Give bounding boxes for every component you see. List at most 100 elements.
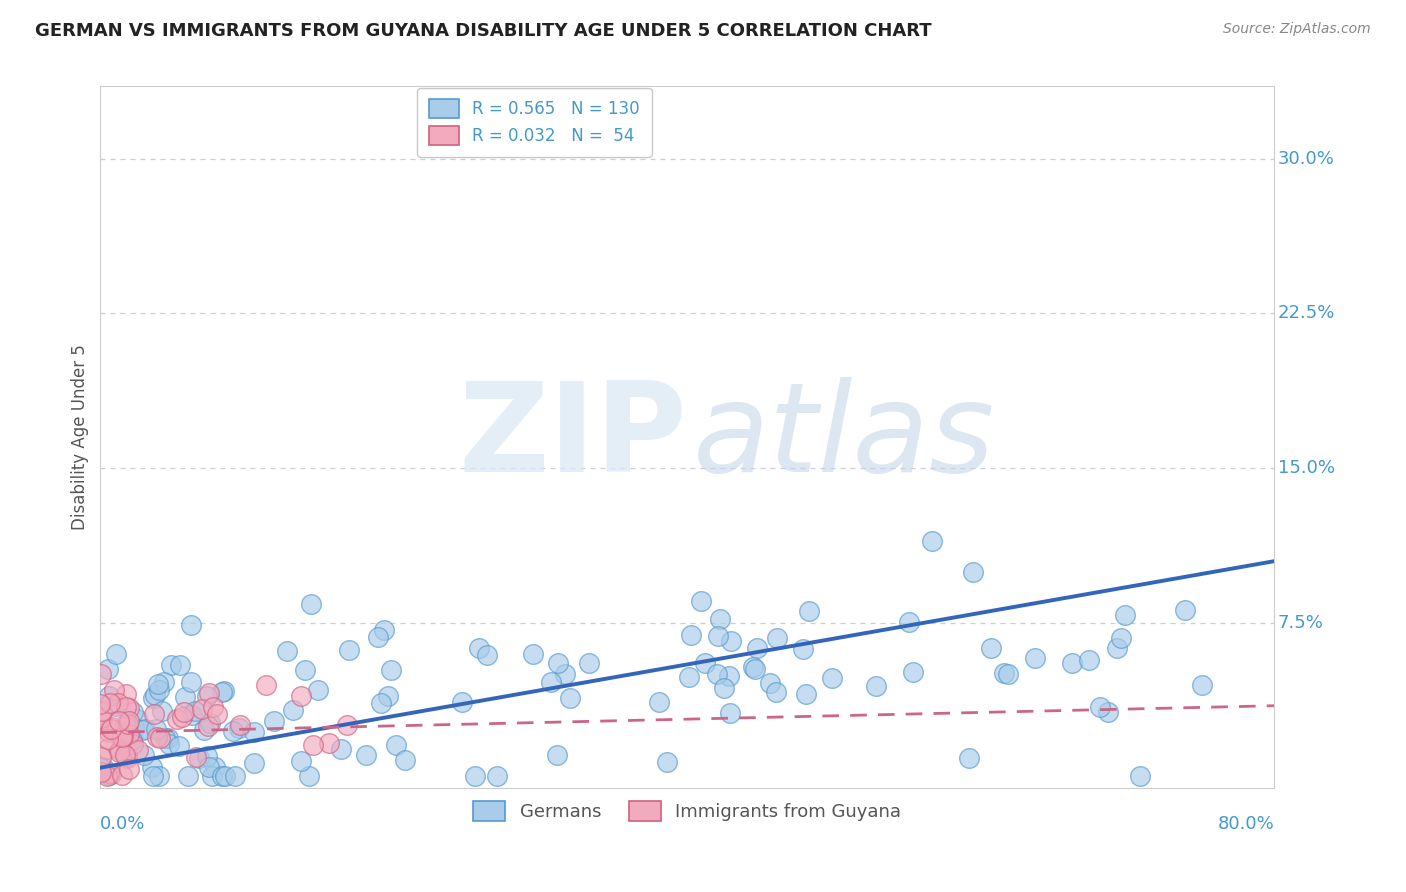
Point [183, 705, 205, 719]
Point [211, 684, 233, 698]
Point [370, 696, 392, 710]
Point [98, 689, 121, 703]
Point [118, 714, 141, 729]
Point [98, 724, 121, 739]
Text: 22.5%: 22.5% [1278, 304, 1336, 323]
Point [145, 730, 167, 744]
Point [475, 648, 498, 662]
Point [107, 696, 129, 710]
Point [103, 682, 125, 697]
Point [993, 665, 1015, 680]
Legend: Germans, Immigrants from Guyana: Germans, Immigrants from Guyana [465, 794, 908, 829]
Point [1114, 608, 1136, 623]
Point [1109, 631, 1132, 645]
Point [367, 630, 389, 644]
Point [160, 657, 183, 672]
Point [143, 688, 166, 702]
Point [112, 729, 135, 743]
Point [180, 708, 202, 723]
Point [962, 565, 984, 579]
Point [97, 731, 120, 746]
Point [718, 706, 741, 720]
Point [706, 666, 728, 681]
Point [1191, 678, 1213, 692]
Point [201, 700, 224, 714]
Point [290, 754, 312, 768]
Point [546, 747, 568, 762]
Point [121, 733, 143, 747]
Point [385, 738, 408, 752]
Text: 30.0%: 30.0% [1278, 150, 1334, 168]
Point [294, 663, 316, 677]
Point [156, 731, 179, 745]
Point [337, 643, 360, 657]
Text: 80.0%: 80.0% [1218, 815, 1274, 833]
Point [558, 691, 581, 706]
Point [150, 704, 173, 718]
Point [921, 533, 943, 548]
Point [180, 617, 202, 632]
Point [108, 745, 131, 759]
Point [214, 683, 236, 698]
Point [718, 669, 741, 683]
Point [96, 742, 118, 756]
Point [90, 667, 112, 681]
Point [797, 604, 820, 618]
Point [148, 769, 170, 783]
Point [356, 747, 378, 762]
Point [197, 686, 219, 700]
Point [1105, 640, 1128, 655]
Point [301, 597, 323, 611]
Point [898, 615, 921, 629]
Point [1174, 602, 1197, 616]
Text: GERMAN VS IMMIGRANTS FROM GUYANA DISABILITY AGE UNDER 5 CORRELATION CHART: GERMAN VS IMMIGRANTS FROM GUYANA DISABIL… [35, 22, 932, 40]
Point [121, 706, 143, 720]
Point [112, 725, 135, 739]
Point [174, 690, 197, 704]
Text: 0.0%: 0.0% [100, 815, 146, 833]
Point [111, 730, 134, 744]
Point [100, 722, 122, 736]
Point [104, 648, 127, 662]
Point [709, 612, 731, 626]
Point [201, 769, 224, 783]
Point [794, 687, 817, 701]
Point [1060, 656, 1083, 670]
Point [148, 682, 170, 697]
Point [195, 749, 218, 764]
Point [765, 685, 787, 699]
Point [89, 697, 111, 711]
Point [204, 760, 226, 774]
Point [173, 705, 195, 719]
Point [1097, 705, 1119, 719]
Point [193, 723, 215, 737]
Point [678, 671, 700, 685]
Point [108, 714, 131, 728]
Point [110, 743, 132, 757]
Point [100, 720, 122, 734]
Point [143, 707, 166, 722]
Point [297, 769, 319, 783]
Point [997, 666, 1019, 681]
Point [166, 712, 188, 726]
Point [100, 766, 122, 780]
Point [157, 737, 180, 751]
Point [485, 769, 508, 783]
Point [901, 665, 924, 679]
Point [744, 662, 766, 676]
Point [224, 769, 246, 783]
Text: 15.0%: 15.0% [1278, 459, 1334, 477]
Point [690, 594, 713, 608]
Point [114, 718, 136, 732]
Point [578, 657, 600, 671]
Point [741, 659, 763, 673]
Point [198, 760, 221, 774]
Point [117, 739, 139, 753]
Text: 7.5%: 7.5% [1278, 614, 1323, 632]
Point [169, 657, 191, 672]
Point [222, 724, 245, 739]
Point [554, 667, 576, 681]
Point [117, 751, 139, 765]
Y-axis label: Disability Age Under 5: Disability Age Under 5 [72, 344, 89, 530]
Point [821, 671, 844, 685]
